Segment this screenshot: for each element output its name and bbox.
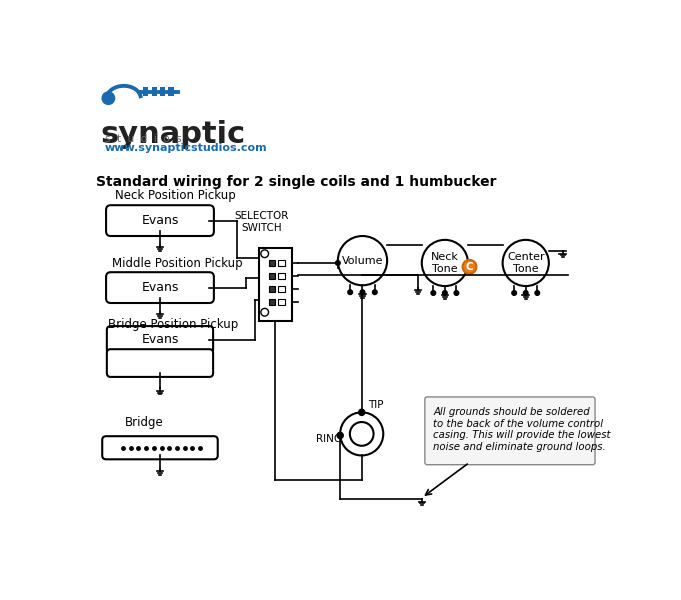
Circle shape — [462, 260, 477, 274]
Circle shape — [454, 290, 459, 295]
Text: SELECTOR
SWITCH: SELECTOR SWITCH — [234, 211, 289, 233]
Circle shape — [443, 290, 447, 295]
Bar — [168, 88, 174, 96]
Text: RING: RING — [315, 434, 341, 443]
Bar — [278, 273, 285, 279]
Circle shape — [535, 290, 539, 295]
Bar — [268, 286, 274, 292]
Text: Neck Position Pickup: Neck Position Pickup — [115, 189, 236, 202]
Text: Middle Position Pickup: Middle Position Pickup — [112, 257, 243, 270]
Bar — [160, 88, 165, 96]
Circle shape — [261, 308, 268, 316]
Text: Standard wiring for 2 single coils and 1 humbucker: Standard wiring for 2 single coils and 1… — [96, 175, 496, 189]
Text: TIP: TIP — [368, 400, 383, 410]
Circle shape — [422, 240, 468, 286]
Bar — [278, 260, 285, 266]
Circle shape — [360, 290, 365, 295]
Text: Volume: Volume — [342, 256, 383, 266]
Circle shape — [350, 422, 374, 446]
Text: Center
Tone: Center Tone — [507, 252, 545, 274]
Bar — [143, 88, 148, 96]
Text: s  t  u  d  i  o  s: s t u d i o s — [105, 134, 181, 143]
Text: C: C — [466, 262, 473, 272]
Text: www.synapticstudios.com: www.synapticstudios.com — [105, 143, 267, 153]
Circle shape — [348, 290, 353, 295]
Text: Bridge Position Pickup: Bridge Position Pickup — [108, 319, 238, 331]
Circle shape — [336, 260, 340, 265]
Text: Evans: Evans — [141, 334, 178, 346]
Circle shape — [101, 91, 115, 105]
FancyBboxPatch shape — [425, 397, 595, 464]
Bar — [268, 273, 274, 279]
Bar — [278, 299, 285, 305]
FancyBboxPatch shape — [107, 326, 213, 354]
Text: Evans: Evans — [141, 214, 178, 227]
Bar — [268, 299, 274, 305]
Circle shape — [340, 412, 383, 455]
Circle shape — [373, 290, 377, 295]
Text: Neck
Tone: Neck Tone — [431, 252, 459, 274]
Circle shape — [503, 240, 549, 286]
FancyBboxPatch shape — [107, 349, 213, 377]
Circle shape — [524, 290, 528, 295]
Text: Evans: Evans — [141, 281, 178, 294]
Circle shape — [431, 290, 436, 295]
FancyBboxPatch shape — [106, 205, 214, 236]
Circle shape — [338, 236, 387, 285]
Bar — [268, 260, 274, 266]
Bar — [278, 286, 285, 292]
Circle shape — [337, 433, 343, 439]
Text: Bridge: Bridge — [125, 416, 164, 429]
Circle shape — [512, 290, 516, 295]
Text: synaptic: synaptic — [101, 120, 246, 149]
FancyBboxPatch shape — [102, 436, 218, 460]
Bar — [259, 248, 291, 321]
Text: All grounds should be soldered
to the back of the volume control
casing. This wi: All grounds should be soldered to the ba… — [433, 407, 611, 452]
Bar — [151, 88, 157, 96]
FancyBboxPatch shape — [106, 272, 214, 303]
Circle shape — [261, 250, 268, 257]
Circle shape — [359, 409, 365, 415]
